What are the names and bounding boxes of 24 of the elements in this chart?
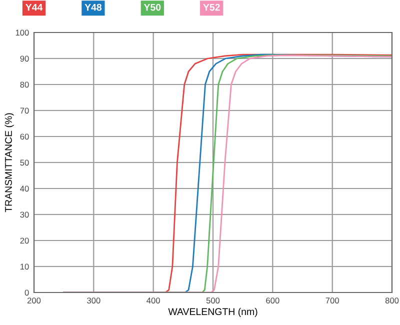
x-tick-label: 200 bbox=[27, 298, 41, 304]
text: Y44 bbox=[26, 4, 43, 11]
x-tick-label: 700 bbox=[326, 298, 339, 304]
y-tick-label: 90 bbox=[20, 56, 29, 62]
y-tick-label: 80 bbox=[20, 82, 29, 88]
y-tick-label: 20 bbox=[20, 238, 29, 244]
x-tick-label: 600 bbox=[266, 298, 280, 304]
x-tick-label: 400 bbox=[146, 298, 160, 304]
y-tick-label: 50 bbox=[20, 160, 29, 166]
y-axis-title: TRANSMITTANCE (%) bbox=[4, 113, 14, 212]
y-tick-label: 10 bbox=[20, 264, 29, 270]
y-tick-label: 70 bbox=[20, 108, 29, 114]
y-tick-label: 60 bbox=[20, 134, 29, 140]
x-tick-label: 800 bbox=[385, 298, 399, 304]
x-tick-label: 500 bbox=[206, 298, 220, 304]
text: Y48 bbox=[84, 4, 102, 11]
y-tick-label: 100 bbox=[16, 30, 29, 36]
text: Y50 bbox=[144, 4, 161, 11]
x-tick-label: 300 bbox=[87, 298, 100, 304]
x-axis-title: WAVELENGTH (nm) bbox=[168, 308, 258, 317]
y-tick-label: 30 bbox=[20, 212, 29, 218]
text: Y52 bbox=[203, 4, 220, 11]
y-tick-label: 40 bbox=[20, 186, 29, 192]
y-tick-label: 0 bbox=[24, 290, 29, 296]
